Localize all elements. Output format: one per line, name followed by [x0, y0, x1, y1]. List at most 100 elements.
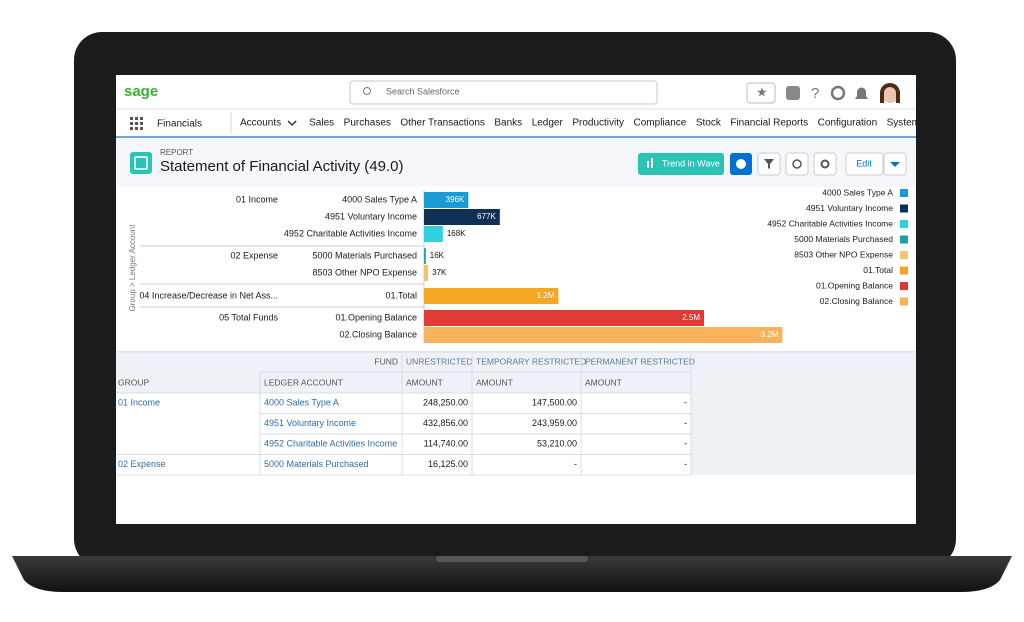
nav-items: Accounts Sales Purchases Other Transactions… [240, 118, 920, 129]
legend-label: 4952 Charitable Activities Income [767, 218, 893, 228]
amount-cell: - [684, 418, 687, 428]
legend-label: 4951 Voluntary Income [806, 203, 893, 213]
trend-icon [651, 158, 653, 168]
amount-cell: 248,250.00 [423, 397, 468, 407]
nav-item[interactable]: Productivity [572, 118, 624, 129]
amount-cell: - [574, 459, 577, 469]
help-icon[interactable]: ? [811, 85, 819, 102]
amount-cell: 243,959.00 [532, 418, 577, 428]
refresh-icon [792, 159, 802, 169]
report-title: Statement of Financial Activity (49.0) [160, 158, 403, 175]
nav-item[interactable]: Configuration [818, 118, 877, 129]
dropdown-icon [890, 162, 900, 167]
legend-label: 02.Closing Balance [820, 296, 894, 306]
value-label: 3.2M [761, 330, 779, 339]
legend-swatch [900, 297, 908, 306]
legend-label: 4000 Sales Type A [822, 187, 893, 197]
amount-cell: 16,125.00 [428, 459, 468, 469]
category-label: 02.Closing Balance [339, 329, 417, 339]
amount-cell: 114,740.00 [424, 438, 468, 448]
bar [424, 192, 469, 208]
amount-cell: 147,500.00 [532, 397, 577, 407]
bar [424, 209, 500, 225]
chart-toggle-icon [736, 159, 746, 169]
nav-item[interactable]: Compliance [634, 118, 687, 129]
bar [424, 226, 443, 242]
edit-button-label[interactable]: Edit [856, 158, 872, 168]
report-header [116, 138, 916, 187]
nav-bar [116, 108, 916, 137]
category-label: 4000 Sales Type A [342, 194, 417, 204]
nav-item[interactable]: Stock [696, 118, 722, 129]
y-axis-title: Group > Ledger Account [128, 224, 137, 312]
column-header: LEDGER ACCOUNT [264, 377, 343, 387]
app-launcher[interactable] [130, 117, 143, 130]
nav-item[interactable]: Other Transactions [400, 118, 484, 129]
nav-item[interactable]: Banks [494, 118, 522, 129]
column-header: GROUP [118, 377, 150, 387]
amount-cell: - [684, 459, 687, 469]
bell-icon[interactable] [855, 87, 868, 100]
group-label: 01 Income [236, 194, 278, 204]
label-cell: 4952 Charitable Activities Income [264, 438, 397, 448]
category-label: 4952 Charitable Activities Income [284, 228, 417, 238]
settings-button[interactable] [813, 152, 837, 176]
label-cell: 02 Expense [118, 459, 166, 469]
legend-swatch [900, 204, 908, 213]
legend-label: 8503 Other NPO Expense [794, 249, 893, 259]
refresh-button[interactable] [785, 152, 809, 176]
value-label: 168K [447, 229, 466, 238]
nav-item[interactable]: Purchases [344, 118, 391, 129]
header-fill [691, 353, 916, 475]
bar [424, 310, 704, 326]
report-label: REPORT [160, 148, 193, 157]
report-icon-glyph [134, 156, 148, 170]
search-box[interactable] [349, 80, 658, 105]
trend-button-label[interactable]: Trend in Wave [662, 158, 720, 168]
category-label: 5000 Materials Purchased [312, 250, 417, 260]
trend-button[interactable] [638, 153, 724, 175]
table-top [116, 351, 916, 353]
logo: sage [124, 83, 158, 100]
hinge [436, 556, 588, 562]
legend-swatch [900, 266, 908, 275]
trend-icon [647, 161, 649, 168]
label-cell: 5000 Materials Purchased [264, 459, 369, 469]
category-label: 01.Total [385, 290, 417, 300]
setup-icon[interactable] [830, 85, 846, 101]
column-header: AMOUNT [585, 377, 622, 387]
nav-item[interactable]: Financial Reports [730, 118, 808, 129]
amount-cell: 432,856.00 [423, 418, 468, 428]
nav-item[interactable]: Sales [309, 118, 334, 129]
nav-item[interactable]: System [887, 118, 920, 129]
column-header: AMOUNT [476, 377, 513, 387]
legend-label: 01.Opening Balance [816, 280, 893, 290]
bar [424, 265, 429, 281]
legend-swatch [900, 282, 908, 290]
legend-label: 5000 Materials Purchased [794, 234, 893, 244]
value-label: 16K [430, 251, 445, 260]
search-icon [363, 87, 371, 95]
bar [424, 327, 783, 343]
bar [424, 248, 426, 264]
label-cell: 01 Income [118, 397, 160, 407]
category-label: 4951 Voluntary Income [325, 211, 417, 221]
label-cell: 4000 Sales Type A [264, 397, 339, 407]
edit-button[interactable] [845, 152, 884, 176]
laptop-base [12, 556, 1012, 592]
settings-icon [820, 159, 830, 169]
nav-chevron [287, 120, 297, 127]
value-label: 677K [477, 212, 496, 221]
value-label: 1.2M [537, 291, 555, 300]
add-button[interactable] [786, 86, 800, 100]
table: FUND UNRESTRICTED TEMPORARY RESTRICTEDPERM… [116, 353, 916, 476]
group-label: 04 Increase/Decrease in Net Ass... [139, 290, 278, 300]
nav-item[interactable]: Accounts [240, 118, 281, 129]
nav-item[interactable]: Ledger [532, 118, 564, 129]
favorites-button[interactable] [746, 82, 776, 104]
fund-column: PERMANENT RESTRICTED [585, 356, 695, 366]
category-label: 8503 Other NPO Expense [312, 267, 417, 277]
group-label: 05 Total Funds [219, 312, 278, 322]
category-label: 01.Opening Balance [335, 312, 417, 322]
